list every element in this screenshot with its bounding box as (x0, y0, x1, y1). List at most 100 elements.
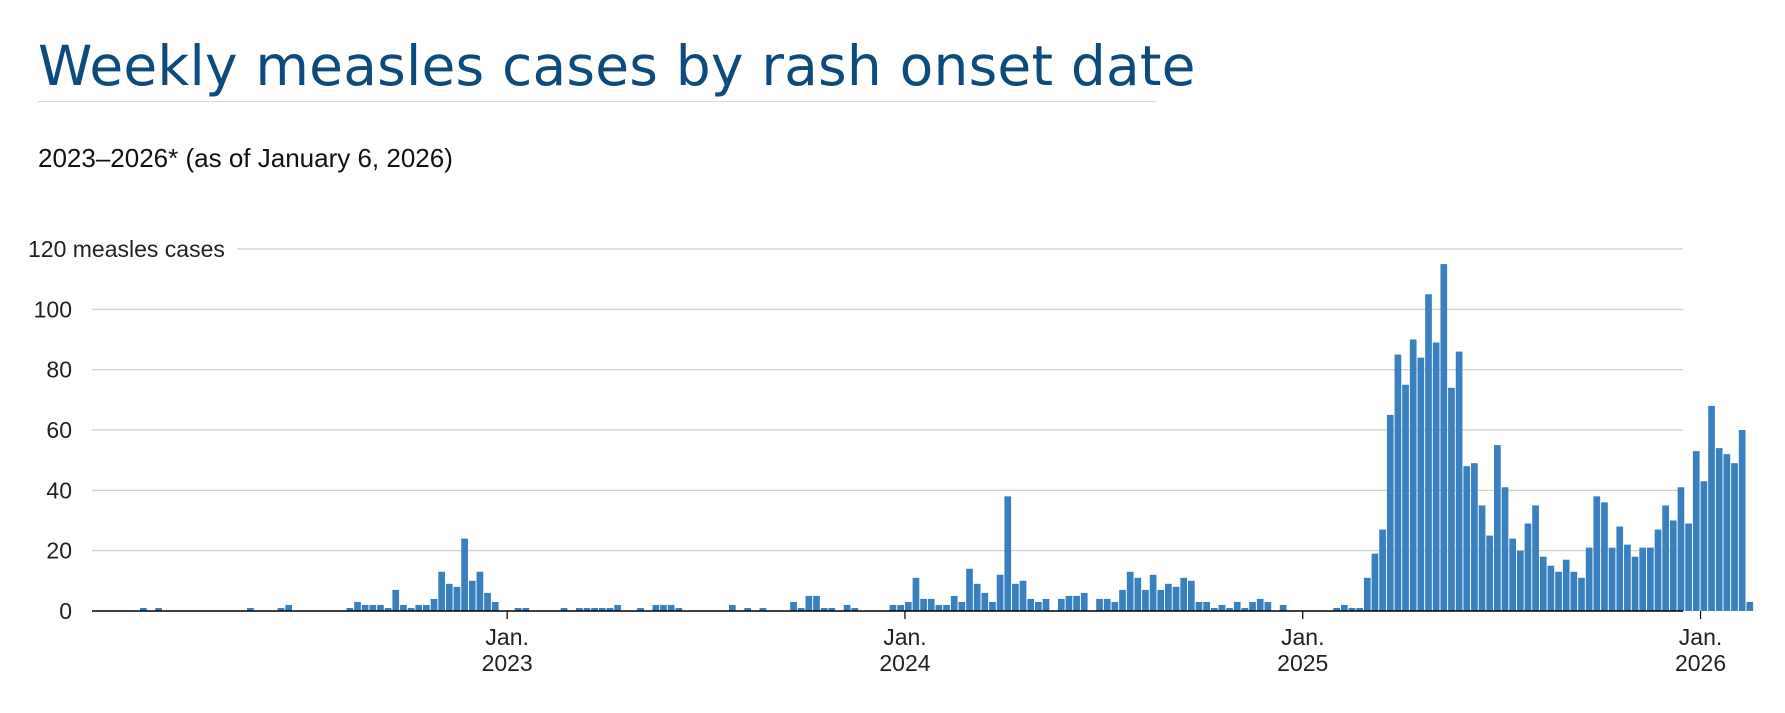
bar (1662, 505, 1669, 611)
bar (996, 574, 1004, 611)
bar (361, 604, 369, 611)
bar (445, 583, 453, 611)
bar (1333, 607, 1341, 611)
bar (438, 571, 445, 611)
bar (614, 604, 621, 611)
title-divider (38, 101, 1156, 102)
bar (1019, 580, 1027, 611)
bar (484, 592, 491, 611)
bar (1471, 463, 1478, 611)
bar (1057, 598, 1065, 611)
bar (1233, 601, 1241, 611)
bar (1532, 505, 1539, 611)
bar (1455, 351, 1463, 611)
bar (927, 598, 935, 611)
bar (1126, 571, 1134, 611)
bar (1578, 577, 1585, 611)
bar (1241, 607, 1249, 611)
bar (1004, 496, 1012, 611)
bar (1516, 550, 1524, 611)
bar (1631, 556, 1639, 611)
bar (805, 595, 813, 611)
x-tick-year: 2025 (1277, 650, 1328, 676)
bar (950, 595, 958, 611)
bar (415, 604, 423, 611)
bar (1654, 529, 1662, 611)
x-tick-year: 2024 (879, 650, 930, 676)
bar (155, 607, 162, 611)
bar (729, 604, 736, 611)
bar (461, 538, 468, 611)
bar (1379, 529, 1386, 611)
bar (1639, 547, 1647, 611)
bar (407, 607, 415, 611)
bar (1218, 604, 1226, 611)
bar (453, 586, 461, 611)
y-tick-label: 0 (59, 598, 72, 624)
bar (346, 607, 354, 611)
bar (1073, 595, 1080, 611)
bar (1677, 487, 1685, 611)
bar (1425, 294, 1432, 611)
bar (660, 604, 667, 611)
bar (1562, 559, 1570, 611)
y-tick-label: 120 measles cases (28, 236, 225, 262)
x-tick-year: 2026 (1675, 650, 1726, 676)
chart-subtitle: 2023–2026* (as of January 6, 2026) (38, 143, 453, 173)
bar (981, 592, 989, 611)
x-tick-month: Jan. (1281, 624, 1324, 650)
bar (1103, 598, 1111, 611)
bar (912, 577, 920, 611)
bar (1264, 601, 1272, 611)
bar (1111, 601, 1119, 611)
bar (920, 598, 927, 611)
bar (904, 601, 912, 611)
bar (1012, 583, 1019, 611)
bar (1195, 601, 1203, 611)
bar (1539, 556, 1547, 611)
bar (377, 604, 384, 611)
bar (1256, 598, 1264, 611)
bar (1119, 589, 1126, 611)
bar (1394, 354, 1402, 611)
bar (790, 601, 797, 611)
bar (1042, 598, 1050, 611)
bar (1363, 577, 1371, 611)
bar (843, 604, 851, 611)
chart-title: Weekly measles cases by rash onset date (38, 34, 1196, 98)
bar (1096, 598, 1103, 611)
bar (1409, 339, 1417, 611)
bar (1188, 580, 1195, 611)
bar (1708, 405, 1715, 611)
bar (1501, 487, 1509, 611)
bar (392, 589, 400, 611)
bar (576, 607, 583, 611)
bar (1593, 496, 1601, 611)
bar (637, 607, 644, 611)
y-axis-labels: 0 20 40 60 80 100 120 measles cases (28, 236, 225, 624)
bar (591, 607, 598, 611)
x-tick-year: 2023 (482, 650, 533, 676)
x-tick-month: Jan. (485, 624, 528, 650)
bar (560, 607, 568, 611)
bar (1715, 448, 1723, 611)
y-tick-label: 100 (34, 296, 72, 322)
bar (1440, 264, 1448, 611)
bar (828, 607, 836, 611)
bar (1279, 604, 1287, 611)
y-tick-label: 20 (46, 538, 72, 564)
bar (514, 607, 522, 611)
y-tick-label: 40 (46, 477, 72, 503)
bar (139, 607, 147, 611)
bar (1463, 466, 1471, 611)
bar (1210, 607, 1218, 611)
bar (247, 607, 254, 611)
bar (1149, 574, 1157, 611)
bar (1723, 454, 1731, 611)
bar (354, 601, 361, 611)
bar (606, 607, 614, 611)
bar (1134, 577, 1142, 611)
bar (1608, 547, 1616, 611)
bar (468, 580, 476, 611)
